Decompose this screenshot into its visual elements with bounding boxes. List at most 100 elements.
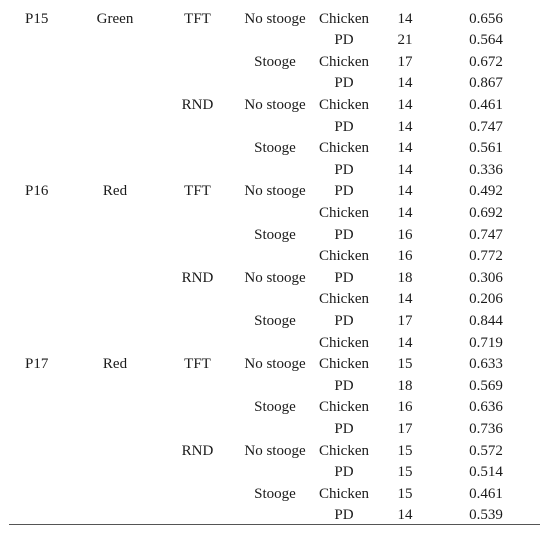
strategy-cell: RND xyxy=(181,96,214,113)
table-row: Stooge Chicken 16 0.636 xyxy=(0,397,549,419)
value-cell: 0.514 xyxy=(469,464,503,481)
stooge-condition-cell: No stooge xyxy=(244,442,306,459)
game-cell: PD xyxy=(334,118,354,135)
count-cell: 14 xyxy=(397,161,413,178)
clipped-previous-row xyxy=(392,0,420,3)
group-cell: Green xyxy=(96,10,134,27)
game-cell: Chicken xyxy=(319,442,369,459)
table-row: PD 14 0.539 xyxy=(0,505,549,527)
game-cell: Chicken xyxy=(319,53,369,70)
game-cell: PD xyxy=(334,32,354,49)
strategy-cell: RND xyxy=(181,269,214,286)
table-bottom-rule xyxy=(9,524,540,525)
table-row: PD 14 0.747 xyxy=(0,117,549,139)
value-cell: 0.492 xyxy=(469,183,503,200)
game-cell: PD xyxy=(334,269,354,286)
count-cell: 15 xyxy=(397,485,413,502)
value-cell: 0.747 xyxy=(469,226,503,243)
stooge-condition-cell: Stooge xyxy=(254,226,296,243)
game-cell: Chicken xyxy=(319,140,369,157)
count-cell: 18 xyxy=(397,269,413,286)
value-cell: 0.692 xyxy=(469,204,503,221)
value-cell: 0.844 xyxy=(469,312,503,329)
count-cell: 15 xyxy=(397,356,413,373)
count-cell: 14 xyxy=(397,204,413,221)
table-row: Chicken 14 0.692 xyxy=(0,203,549,225)
count-cell: 14 xyxy=(397,507,413,524)
count-cell: 16 xyxy=(397,248,413,265)
game-cell: PD xyxy=(334,377,354,394)
strategy-cell: RND xyxy=(181,442,214,459)
game-cell: PD xyxy=(334,75,354,92)
stooge-condition-cell: No stooge xyxy=(244,183,306,200)
stooge-condition-cell: No stooge xyxy=(244,269,306,286)
table-row: Chicken 14 0.206 xyxy=(0,289,549,311)
value-cell: 0.747 xyxy=(469,118,503,135)
value-cell: 0.656 xyxy=(469,10,503,27)
count-cell: 21 xyxy=(397,32,413,49)
value-cell: 0.736 xyxy=(469,420,503,437)
participant-cell: P16 xyxy=(25,183,49,200)
stooge-condition-cell: Stooge xyxy=(254,485,296,502)
value-cell: 0.461 xyxy=(469,96,503,113)
count-cell: 18 xyxy=(397,377,413,394)
table-row: RND No stooge Chicken 14 0.461 xyxy=(0,95,549,117)
count-cell: 17 xyxy=(397,420,413,437)
value-cell: 0.636 xyxy=(469,399,503,416)
game-cell: Chicken xyxy=(319,356,369,373)
value-cell: 0.719 xyxy=(469,334,503,351)
table-row: Stooge Chicken 14 0.561 xyxy=(0,138,549,160)
game-cell: PD xyxy=(334,420,354,437)
stooge-condition-cell: Stooge xyxy=(254,53,296,70)
strategy-cell: TFT xyxy=(184,356,211,373)
game-cell: Chicken xyxy=(319,96,369,113)
game-cell: Chicken xyxy=(319,248,369,265)
count-cell: 14 xyxy=(397,140,413,157)
participant-cell: P17 xyxy=(25,356,49,373)
count-cell: 17 xyxy=(397,53,413,70)
value-cell: 0.633 xyxy=(469,356,503,373)
strategy-cell: TFT xyxy=(184,183,211,200)
count-cell: 15 xyxy=(397,464,413,481)
count-cell: 17 xyxy=(397,312,413,329)
table-row: RND No stooge PD 18 0.306 xyxy=(0,268,549,290)
table-row: Stooge PD 17 0.844 xyxy=(0,311,549,333)
value-cell: 0.561 xyxy=(469,140,503,157)
game-cell: PD xyxy=(334,161,354,178)
count-cell: 15 xyxy=(397,442,413,459)
value-cell: 0.206 xyxy=(469,291,503,308)
value-cell: 0.461 xyxy=(469,485,503,502)
group-cell: Red xyxy=(102,356,128,373)
value-cell: 0.336 xyxy=(469,161,503,178)
table-row: PD 18 0.569 xyxy=(0,376,549,398)
count-cell: 14 xyxy=(397,183,413,200)
game-cell: Chicken xyxy=(319,334,369,351)
table-row: PD 14 0.867 xyxy=(0,73,549,95)
count-cell: 14 xyxy=(397,96,413,113)
game-cell: Chicken xyxy=(319,291,369,308)
game-cell: Chicken xyxy=(319,485,369,502)
count-cell: 14 xyxy=(397,75,413,92)
stooge-condition-cell: No stooge xyxy=(244,356,306,373)
clipped-previous-row xyxy=(465,0,509,3)
value-cell: 0.772 xyxy=(469,248,503,265)
strategy-cell: TFT xyxy=(184,10,211,27)
table-row: PD 15 0.514 xyxy=(0,462,549,484)
game-cell: PD xyxy=(334,226,354,243)
count-cell: 14 xyxy=(397,334,413,351)
value-cell: 0.672 xyxy=(469,53,503,70)
game-cell: PD xyxy=(334,464,354,481)
table-row: Chicken 16 0.772 xyxy=(0,246,549,268)
table-row: P16 Red TFT No stooge PD 14 0.492 xyxy=(0,181,549,203)
value-cell: 0.306 xyxy=(469,269,503,286)
table-row: PD 14 0.336 xyxy=(0,160,549,182)
stooge-condition-cell: No stooge xyxy=(244,96,306,113)
game-cell: Chicken xyxy=(319,399,369,416)
table-row: PD 21 0.564 xyxy=(0,30,549,52)
table-row: RND No stooge Chicken 15 0.572 xyxy=(0,441,549,463)
count-cell: 16 xyxy=(397,226,413,243)
stooge-condition-cell: Stooge xyxy=(254,399,296,416)
count-cell: 14 xyxy=(397,291,413,308)
game-cell: PD xyxy=(334,183,354,200)
